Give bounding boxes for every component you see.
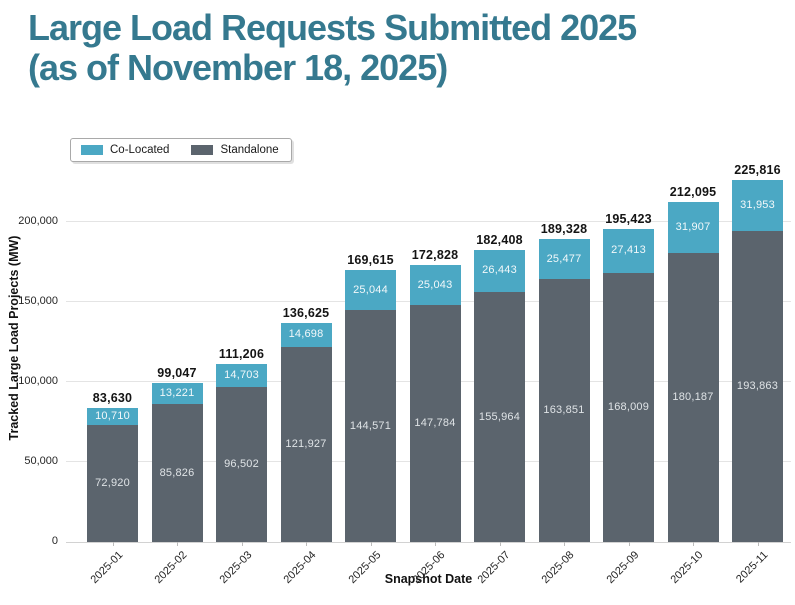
standalone-value-label: 163,851 <box>543 404 585 417</box>
standalone-value-label: 193,863 <box>736 380 779 393</box>
legend-label-standalone: Standalone <box>220 144 279 156</box>
x-tick-mark <box>693 542 694 546</box>
bar-colocated-segment-2025-05 <box>345 270 396 311</box>
y-tick-label: 0 <box>51 535 58 547</box>
bar-standalone-segment-2025-07 <box>474 292 525 542</box>
bar-colocated-segment-2025-11 <box>732 180 783 232</box>
legend-swatch-standalone <box>191 145 214 155</box>
standalone-value-label: 155,964 <box>478 410 521 423</box>
bar-total-label: 195,423 <box>605 211 652 226</box>
bar-colocated-segment-2025-06 <box>409 265 461 306</box>
standalone-value-label: 180,187 <box>672 391 714 404</box>
bar-total-label: 182,408 <box>476 232 523 247</box>
bar-standalone-segment-2025-03 <box>216 387 267 542</box>
x-tick-mark <box>306 542 307 546</box>
bar-total-label: 99,047 <box>157 366 197 381</box>
bar-total-label: 169,615 <box>347 253 394 268</box>
colocated-value-label: 31,953 <box>740 199 775 212</box>
standalone-value-label: 144,571 <box>349 419 392 432</box>
bar-colocated-segment-2025-09 <box>603 228 654 273</box>
bar-standalone-segment-2025-01 <box>87 425 138 542</box>
colocated-value-label: 14,703 <box>224 369 259 382</box>
bar-colocated-segment-2025-07 <box>474 249 525 293</box>
y-tick-label: 200,000 <box>18 214 58 227</box>
colocated-value-label: 31,907 <box>675 221 711 234</box>
colocated-value-label: 25,043 <box>417 278 453 291</box>
gridline-200000 <box>66 221 791 222</box>
bar-total-label: 172,828 <box>411 248 459 263</box>
x-axis-title: Snapshot Date <box>384 572 473 586</box>
x-tick-mark <box>628 542 630 546</box>
bar-colocated-segment-2025-04 <box>280 323 332 347</box>
bar-total-label: 136,625 <box>282 306 330 321</box>
x-tick-mark <box>757 542 759 546</box>
bar-standalone-segment-2025-08 <box>538 279 590 542</box>
bar-total-label: 189,328 <box>540 221 588 236</box>
x-tick-mark <box>499 542 501 546</box>
standalone-value-label: 168,009 <box>607 400 650 413</box>
y-tick-label: 100,000 <box>18 374 58 387</box>
bar-total-label: 83,630 <box>92 390 133 405</box>
bar-standalone-segment-2025-06 <box>409 305 461 542</box>
bar-colocated-segment-2025-03 <box>216 363 267 388</box>
legend-label-co-located: Co-Located <box>110 144 170 156</box>
x-tick-mark <box>435 542 436 546</box>
y-axis-title: Tracked Large Load Projects (MW) <box>7 235 21 441</box>
bar-total-label: 225,816 <box>734 163 781 178</box>
bar-total-label: 212,095 <box>669 185 717 200</box>
bar-standalone-segment-2025-10 <box>667 253 719 542</box>
colocated-value-label: 10,710 <box>95 410 130 423</box>
bar-standalone-segment-2025-09 <box>603 272 654 542</box>
colocated-value-label: 25,044 <box>353 283 388 296</box>
bar-colocated-segment-2025-01 <box>87 407 138 426</box>
standalone-value-label: 121,927 <box>285 437 327 450</box>
x-tick-mark <box>564 542 565 546</box>
bar-standalone-segment-2025-02 <box>151 404 203 542</box>
y-tick-label: 50,000 <box>24 454 58 467</box>
x-tick-mark <box>112 542 114 546</box>
x-tick-mark <box>241 542 243 546</box>
legend: Co-Located Standalone <box>70 138 292 162</box>
bar-colocated-segment-2025-10 <box>667 202 719 254</box>
gridline-0 <box>66 541 791 543</box>
legend-swatch-co-located <box>81 145 103 155</box>
bar-total-label: 111,206 <box>218 346 265 361</box>
colocated-value-label: 14,698 <box>288 328 324 341</box>
standalone-value-label: 96,502 <box>224 458 259 471</box>
bar-standalone-segment-2025-11 <box>732 231 783 542</box>
standalone-value-label: 85,826 <box>159 466 195 479</box>
colocated-value-label: 25,477 <box>546 252 582 265</box>
standalone-value-label: 72,920 <box>95 477 130 490</box>
bar-standalone-segment-2025-04 <box>280 346 332 542</box>
colocated-value-label: 26,443 <box>482 264 517 277</box>
legend-item-standalone: Standalone <box>191 144 279 156</box>
bar-standalone-segment-2025-05 <box>345 310 396 542</box>
bar-colocated-segment-2025-08 <box>538 238 590 280</box>
standalone-value-label: 147,784 <box>414 417 456 430</box>
x-tick-mark <box>370 542 372 546</box>
legend-item-co-located: Co-Located <box>81 144 169 156</box>
colocated-value-label: 13,221 <box>159 387 195 400</box>
bar-colocated-segment-2025-02 <box>151 383 203 405</box>
x-tick-mark <box>177 542 178 546</box>
y-tick-label: 150,000 <box>18 294 58 307</box>
colocated-value-label: 27,413 <box>611 244 646 257</box>
chart-title: Large Load Requests Submitted 2025 (as o… <box>28 7 637 89</box>
